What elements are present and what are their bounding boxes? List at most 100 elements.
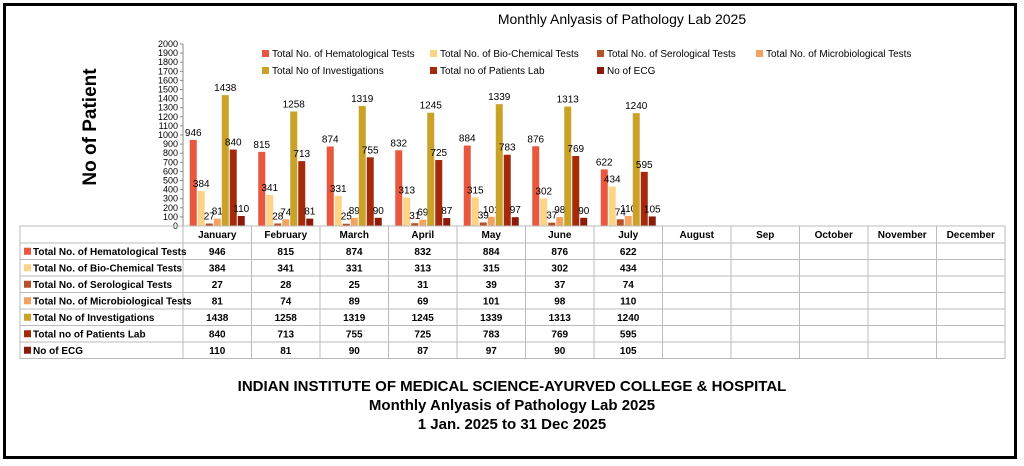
table-cell-value: 105 — [620, 346, 637, 357]
table-cell-value: 28 — [280, 280, 292, 291]
bar — [229, 149, 237, 226]
bar-value-label: 815 — [253, 140, 270, 151]
bar — [411, 223, 419, 226]
bar-value-label: 90 — [373, 206, 385, 217]
bar-value-label: 1245 — [420, 101, 443, 112]
bar — [503, 154, 511, 226]
bar — [419, 219, 427, 226]
bar — [495, 104, 503, 226]
bar-value-label: 101 — [483, 205, 500, 216]
bar-value-label: 27 — [204, 212, 216, 223]
bar — [298, 161, 306, 226]
bar — [648, 216, 656, 226]
bar-value-label: 725 — [430, 148, 447, 159]
bar — [443, 218, 451, 226]
bar-value-label: 1313 — [557, 95, 580, 106]
table-cell-value: 1313 — [549, 313, 572, 324]
bar-value-label: 1319 — [351, 94, 374, 105]
table-cell-value: 874 — [346, 247, 363, 258]
legend-label: Total no of Patients Lab — [440, 66, 545, 77]
legend-label: Total No. of Serological Tests — [607, 49, 736, 60]
bar-value-label: 81 — [212, 207, 224, 218]
bar-value-label: 31 — [409, 211, 421, 222]
chart-title: Monthly Anlyasis of Pathology Lab 2025 — [498, 11, 746, 27]
table-cell-value: 832 — [414, 247, 431, 258]
table-cell-value: 110 — [209, 346, 226, 357]
bar — [511, 217, 519, 226]
bar — [395, 150, 403, 226]
y-tick-label: 900 — [163, 139, 178, 149]
legend-label: No of ECG — [607, 66, 656, 77]
bar-value-label: 946 — [185, 128, 202, 139]
table-cell-value: 315 — [483, 263, 500, 274]
table-cell-value: 27 — [212, 280, 224, 291]
bar-value-label: 876 — [527, 134, 544, 145]
bar — [463, 145, 471, 226]
legend-swatch — [430, 67, 437, 74]
category-label: October — [815, 230, 853, 241]
y-tick-label: 1500 — [158, 85, 178, 95]
category-label: May — [482, 230, 502, 241]
bar — [342, 223, 350, 226]
bar-value-label: 595 — [636, 160, 653, 171]
bar-value-label: 622 — [596, 157, 613, 168]
bar — [540, 198, 548, 226]
table-cell-value: 98 — [554, 296, 566, 307]
bar — [306, 218, 314, 226]
table-row-label: Total No. of Microbiological Tests — [33, 296, 192, 307]
table-cell-value: 725 — [414, 329, 431, 340]
table-cell-value: 755 — [346, 329, 363, 340]
bar-value-label: 74 — [615, 207, 627, 218]
table-cell-value: 769 — [551, 329, 568, 340]
category-label: Sep — [756, 230, 774, 241]
y-tick-label: 1400 — [158, 94, 178, 104]
table-row-swatch — [24, 297, 31, 305]
chart-frame — [3, 3, 1017, 459]
bar — [358, 105, 366, 226]
category-label: November — [878, 230, 927, 241]
table-cell-value: 622 — [620, 247, 637, 258]
legend-swatch — [430, 50, 437, 57]
legend-label: Total No. of Microbiological Tests — [766, 49, 911, 60]
table-row-swatch — [24, 330, 31, 338]
table-cell-value: 81 — [212, 296, 224, 307]
y-tick-label: 1000 — [158, 130, 178, 140]
table-cell-value: 37 — [554, 280, 566, 291]
table-row-label: Total No. of Bio-Chemical Tests — [33, 263, 183, 274]
table-cell-value: 89 — [349, 296, 361, 307]
bar — [258, 151, 266, 226]
table-row-label: Total no of Patients Lab — [33, 329, 146, 340]
y-tick-label: 1100 — [159, 121, 178, 131]
bar — [374, 217, 382, 226]
y-tick-label: 100 — [163, 212, 178, 222]
y-tick-label: 700 — [163, 157, 178, 167]
bar-value-label: 1258 — [283, 100, 306, 111]
bar-value-label: 713 — [293, 149, 310, 160]
table-cell-value: 783 — [483, 329, 500, 340]
table-cell-value: 815 — [277, 247, 294, 258]
bar-value-label: 90 — [578, 206, 590, 217]
bar-value-label: 98 — [554, 205, 566, 216]
bar-value-label: 313 — [398, 186, 415, 197]
table-cell-value: 101 — [483, 296, 500, 307]
bar — [580, 217, 588, 226]
y-tick-label: 1700 — [158, 66, 178, 76]
bar — [237, 215, 245, 226]
table-row-label: No of ECG — [33, 346, 83, 357]
y-tick-label: 600 — [163, 166, 178, 176]
bar-value-label: 840 — [225, 138, 242, 149]
legend-label: Total No of Investigations — [272, 66, 384, 77]
bar — [556, 217, 564, 226]
bar — [326, 146, 334, 226]
table-row-label: Total No. of Hematological Tests — [33, 247, 187, 258]
table-cell-value: 1258 — [275, 313, 298, 324]
bar — [435, 160, 443, 226]
bar-value-label: 331 — [330, 184, 347, 195]
bar-value-label: 110 — [620, 204, 636, 215]
legend-swatch — [597, 67, 604, 74]
bar — [205, 223, 213, 226]
category-label: June — [548, 230, 572, 241]
bar-value-label: 87 — [441, 206, 453, 217]
footer-date-range: 1 Jan. 2025 to 31 Dec 2025 — [417, 416, 607, 433]
